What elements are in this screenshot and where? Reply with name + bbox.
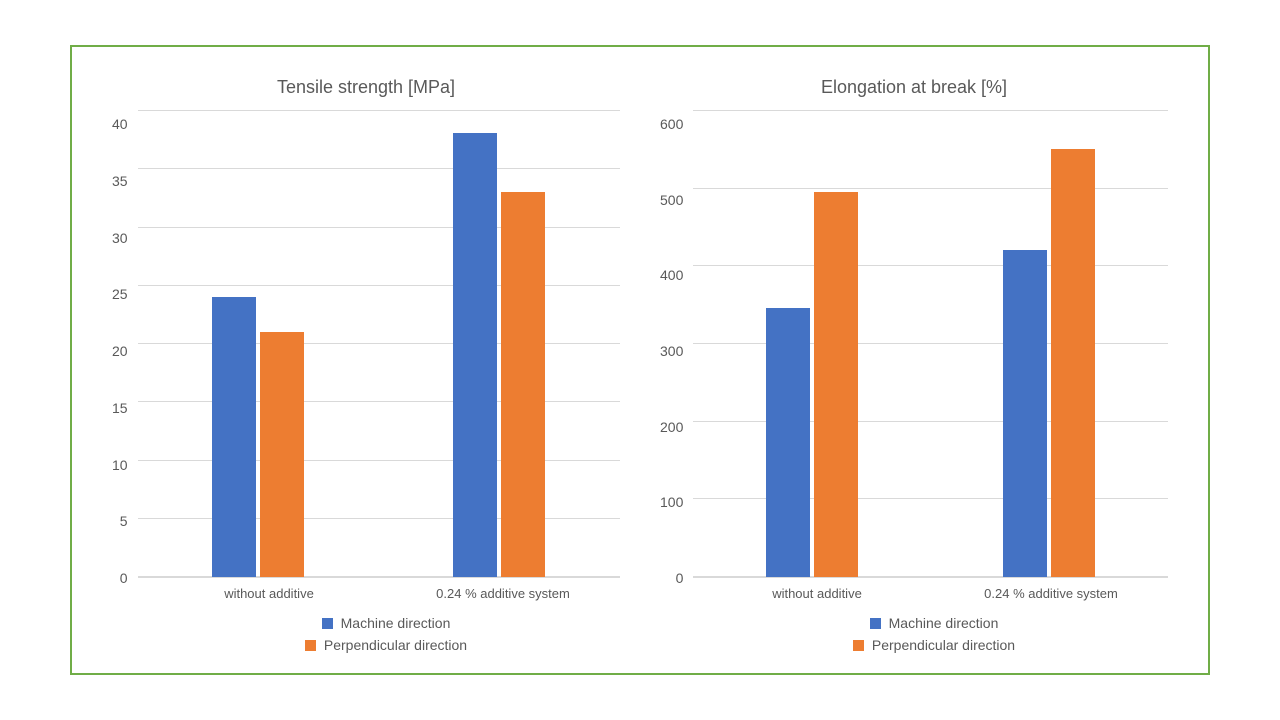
bar-group bbox=[379, 110, 620, 577]
y-tick: 600 bbox=[660, 117, 683, 131]
y-axis: 600 500 400 300 200 100 0 bbox=[660, 110, 693, 578]
legend-item-machine: Machine direction bbox=[870, 615, 999, 631]
legend-label: Machine direction bbox=[889, 615, 999, 631]
bar bbox=[212, 297, 256, 577]
bar bbox=[260, 332, 304, 577]
legend: Machine direction Perpendicular directio… bbox=[700, 615, 1168, 653]
y-tick: 0 bbox=[676, 571, 684, 585]
y-tick: 25 bbox=[112, 287, 128, 301]
y-tick: 200 bbox=[660, 420, 683, 434]
y-tick: 15 bbox=[112, 401, 128, 415]
y-tick: 400 bbox=[660, 268, 683, 282]
y-tick: 40 bbox=[112, 117, 128, 131]
plot-wrap: 40 35 30 25 20 15 10 5 0 bbox=[112, 110, 620, 578]
bar bbox=[453, 133, 497, 577]
legend-swatch-series1 bbox=[322, 618, 333, 629]
legend-swatch-series2 bbox=[305, 640, 316, 651]
legend-item-perpendicular: Perpendicular direction bbox=[853, 637, 1015, 653]
plot-area bbox=[693, 110, 1168, 578]
x-label: without additive bbox=[152, 578, 386, 601]
x-axis: without additive 0.24 % additive system bbox=[700, 578, 1168, 601]
y-tick: 35 bbox=[112, 174, 128, 188]
x-label: 0.24 % additive system bbox=[386, 578, 620, 601]
y-tick: 20 bbox=[112, 344, 128, 358]
plot-area bbox=[138, 110, 620, 578]
bar bbox=[501, 192, 545, 577]
bar bbox=[1051, 149, 1095, 577]
bar-group bbox=[693, 110, 930, 577]
bars-container bbox=[693, 110, 1168, 577]
legend-item-perpendicular: Perpendicular direction bbox=[305, 637, 467, 653]
chart-title: Tensile strength [MPa] bbox=[112, 77, 620, 98]
bar-group bbox=[931, 110, 1168, 577]
legend-label: Perpendicular direction bbox=[324, 637, 467, 653]
y-tick: 30 bbox=[112, 231, 128, 245]
legend-swatch-series2 bbox=[853, 640, 864, 651]
x-label: 0.24 % additive system bbox=[934, 578, 1168, 601]
chart-elongation: Elongation at break [%] 600 500 400 300 … bbox=[660, 77, 1168, 653]
x-label: without additive bbox=[700, 578, 934, 601]
plot-wrap: 600 500 400 300 200 100 0 bbox=[660, 110, 1168, 578]
y-tick: 0 bbox=[120, 571, 128, 585]
y-tick: 100 bbox=[660, 495, 683, 509]
legend-item-machine: Machine direction bbox=[322, 615, 451, 631]
y-axis: 40 35 30 25 20 15 10 5 0 bbox=[112, 110, 138, 578]
chart-title: Elongation at break [%] bbox=[660, 77, 1168, 98]
legend-swatch-series1 bbox=[870, 618, 881, 629]
y-tick: 5 bbox=[120, 514, 128, 528]
legend: Machine direction Perpendicular directio… bbox=[152, 615, 620, 653]
legend-label: Machine direction bbox=[341, 615, 451, 631]
bar bbox=[766, 308, 810, 577]
legend-label: Perpendicular direction bbox=[872, 637, 1015, 653]
y-tick: 500 bbox=[660, 193, 683, 207]
y-tick: 300 bbox=[660, 344, 683, 358]
bar bbox=[814, 192, 858, 577]
bar bbox=[1003, 250, 1047, 577]
y-tick: 10 bbox=[112, 458, 128, 472]
bar-group bbox=[138, 110, 379, 577]
chart-frame: Tensile strength [MPa] 40 35 30 25 20 15… bbox=[70, 45, 1210, 675]
chart-tensile: Tensile strength [MPa] 40 35 30 25 20 15… bbox=[112, 77, 620, 653]
bars-container bbox=[138, 110, 620, 577]
x-axis: without additive 0.24 % additive system bbox=[152, 578, 620, 601]
